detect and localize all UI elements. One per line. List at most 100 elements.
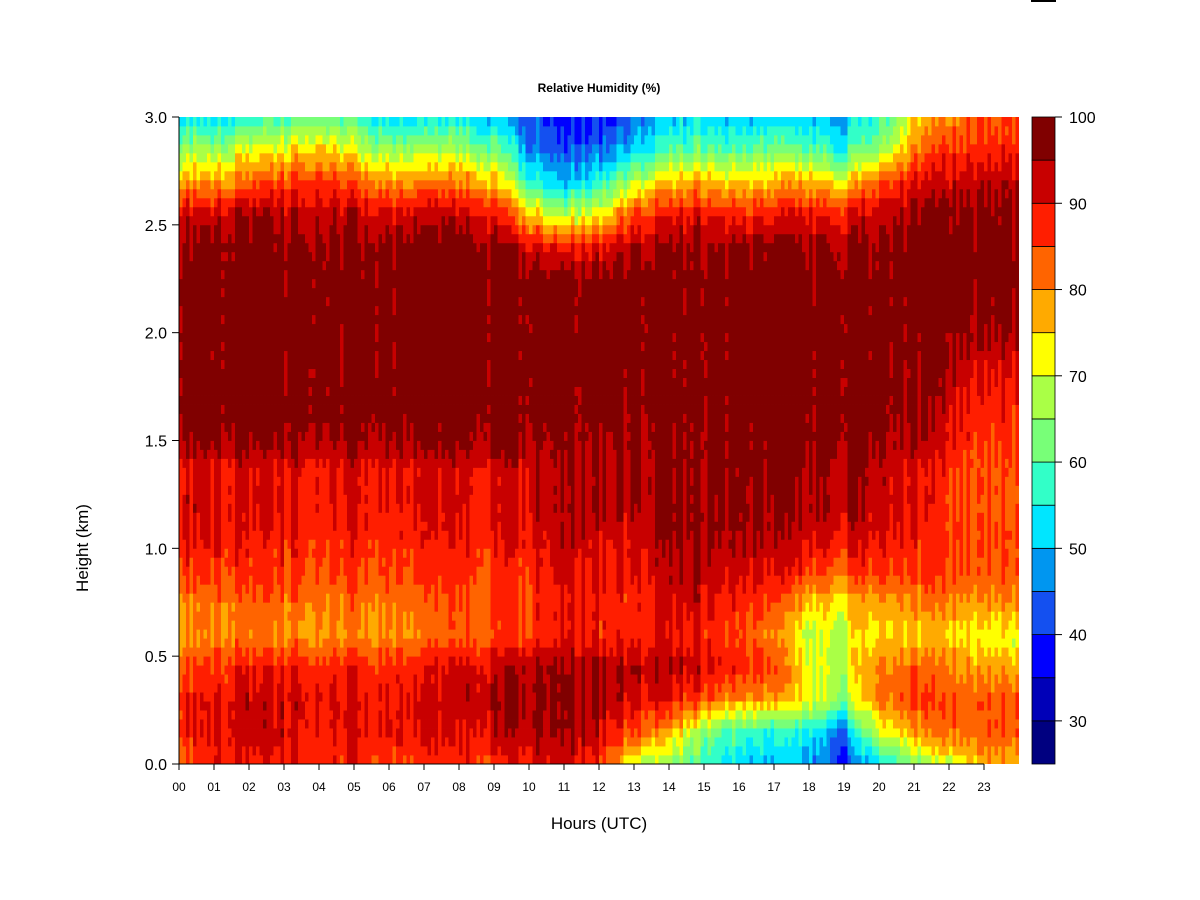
heatmap-cell — [249, 404, 253, 414]
heatmap-cell — [301, 476, 306, 486]
heatmap-cell — [266, 314, 271, 325]
heatmap-cell — [207, 143, 211, 154]
heatmap-cell — [347, 638, 351, 648]
heatmap-cell — [350, 602, 355, 612]
heatmap-cell — [200, 656, 204, 666]
heatmap-cell — [392, 494, 397, 504]
heatmap-cell — [326, 323, 330, 334]
heatmap-cell — [403, 665, 407, 675]
heatmap-cell — [193, 197, 197, 208]
heatmap-cell — [228, 269, 232, 280]
heatmap-cell — [280, 143, 285, 154]
heatmap-cell — [308, 224, 313, 235]
heatmap-cell — [319, 314, 323, 325]
heatmap-cell — [217, 665, 222, 675]
heatmap-cell — [364, 656, 369, 666]
heatmap-cell — [322, 287, 327, 298]
heatmap-cell — [182, 683, 187, 693]
heatmap-cell — [312, 314, 316, 325]
heatmap-cell — [354, 161, 358, 172]
heatmap-cell — [263, 620, 267, 630]
heatmap-cell — [322, 197, 327, 208]
heatmap-cell — [329, 359, 334, 370]
heatmap-cell — [368, 260, 372, 271]
heatmap-cell — [259, 602, 264, 612]
heatmap-cell — [305, 413, 309, 423]
heatmap-cell — [231, 242, 236, 253]
heatmap-cell — [385, 296, 390, 307]
heatmap-cell — [340, 494, 344, 504]
heatmap-cell — [350, 404, 355, 414]
heatmap-cell — [189, 575, 194, 585]
heatmap-cell — [312, 242, 316, 253]
heatmap-cell — [371, 305, 376, 316]
heatmap-cell — [371, 117, 376, 127]
heatmap-cell — [298, 629, 302, 639]
heatmap-cell — [221, 674, 225, 684]
heatmap-cell — [396, 404, 400, 414]
heatmap-cell — [308, 692, 313, 702]
heatmap-cell — [333, 512, 337, 522]
heatmap-cell — [392, 692, 397, 702]
heatmap-cell — [298, 395, 302, 405]
heatmap-cell — [256, 710, 260, 720]
heatmap-cell — [340, 458, 344, 468]
heatmap-cell — [347, 476, 351, 486]
heatmap-cell — [252, 710, 257, 720]
heatmap-cell — [350, 117, 355, 127]
heatmap-cell — [207, 161, 211, 172]
heatmap-cell — [385, 629, 390, 639]
heatmap-cell — [186, 251, 190, 262]
heatmap-cell — [361, 692, 365, 702]
heatmap-cell — [186, 737, 190, 747]
heatmap-cell — [368, 521, 372, 531]
heatmap-cell — [277, 143, 281, 154]
heatmap-cell — [217, 449, 222, 459]
heatmap-cell — [326, 530, 330, 540]
heatmap-cell — [389, 269, 393, 280]
heatmap-cell — [329, 755, 334, 764]
heatmap-cell — [242, 647, 246, 657]
heatmap-cell — [203, 530, 208, 540]
heatmap-cell — [343, 377, 348, 387]
heatmap-cell — [315, 458, 320, 468]
heatmap-cell — [396, 386, 400, 396]
heatmap-cell — [263, 674, 267, 684]
heatmap-cell — [252, 485, 257, 495]
heatmap-cell — [245, 593, 250, 603]
heatmap-cell — [375, 737, 379, 747]
heatmap-cell — [193, 134, 197, 145]
heatmap-cell — [301, 692, 306, 702]
heatmap-cell — [326, 494, 330, 504]
heatmap-cell — [214, 251, 218, 262]
heatmap-cell — [270, 413, 274, 423]
heatmap-cell — [273, 602, 278, 612]
heatmap-cell — [319, 179, 323, 190]
heatmap-cell — [235, 368, 239, 378]
heatmap-cell — [280, 323, 285, 334]
heatmap-cell — [368, 269, 372, 280]
heatmap-cell — [252, 359, 257, 370]
heatmap-cell — [287, 233, 292, 244]
heatmap-cell — [378, 692, 383, 702]
heatmap-cell — [221, 512, 225, 522]
heatmap-cell — [371, 557, 376, 567]
heatmap-cell — [270, 314, 274, 325]
heatmap-cell — [371, 575, 376, 585]
heatmap-cell — [308, 359, 313, 370]
heatmap-cell — [354, 485, 358, 495]
heatmap-cell — [277, 269, 281, 280]
heatmap-cell — [340, 152, 344, 163]
heatmap-cell — [410, 188, 414, 199]
heatmap-cell — [284, 296, 288, 307]
heatmap-cell — [259, 593, 264, 603]
heatmap-cell — [399, 512, 404, 522]
heatmap-cell — [308, 548, 313, 558]
heatmap-cell — [277, 710, 281, 720]
heatmap-cell — [399, 440, 404, 450]
heatmap-cell — [364, 179, 369, 190]
heatmap-cell — [280, 233, 285, 244]
heatmap-cell — [231, 692, 236, 702]
heatmap-cell — [193, 269, 197, 280]
heatmap-cell — [350, 503, 355, 513]
